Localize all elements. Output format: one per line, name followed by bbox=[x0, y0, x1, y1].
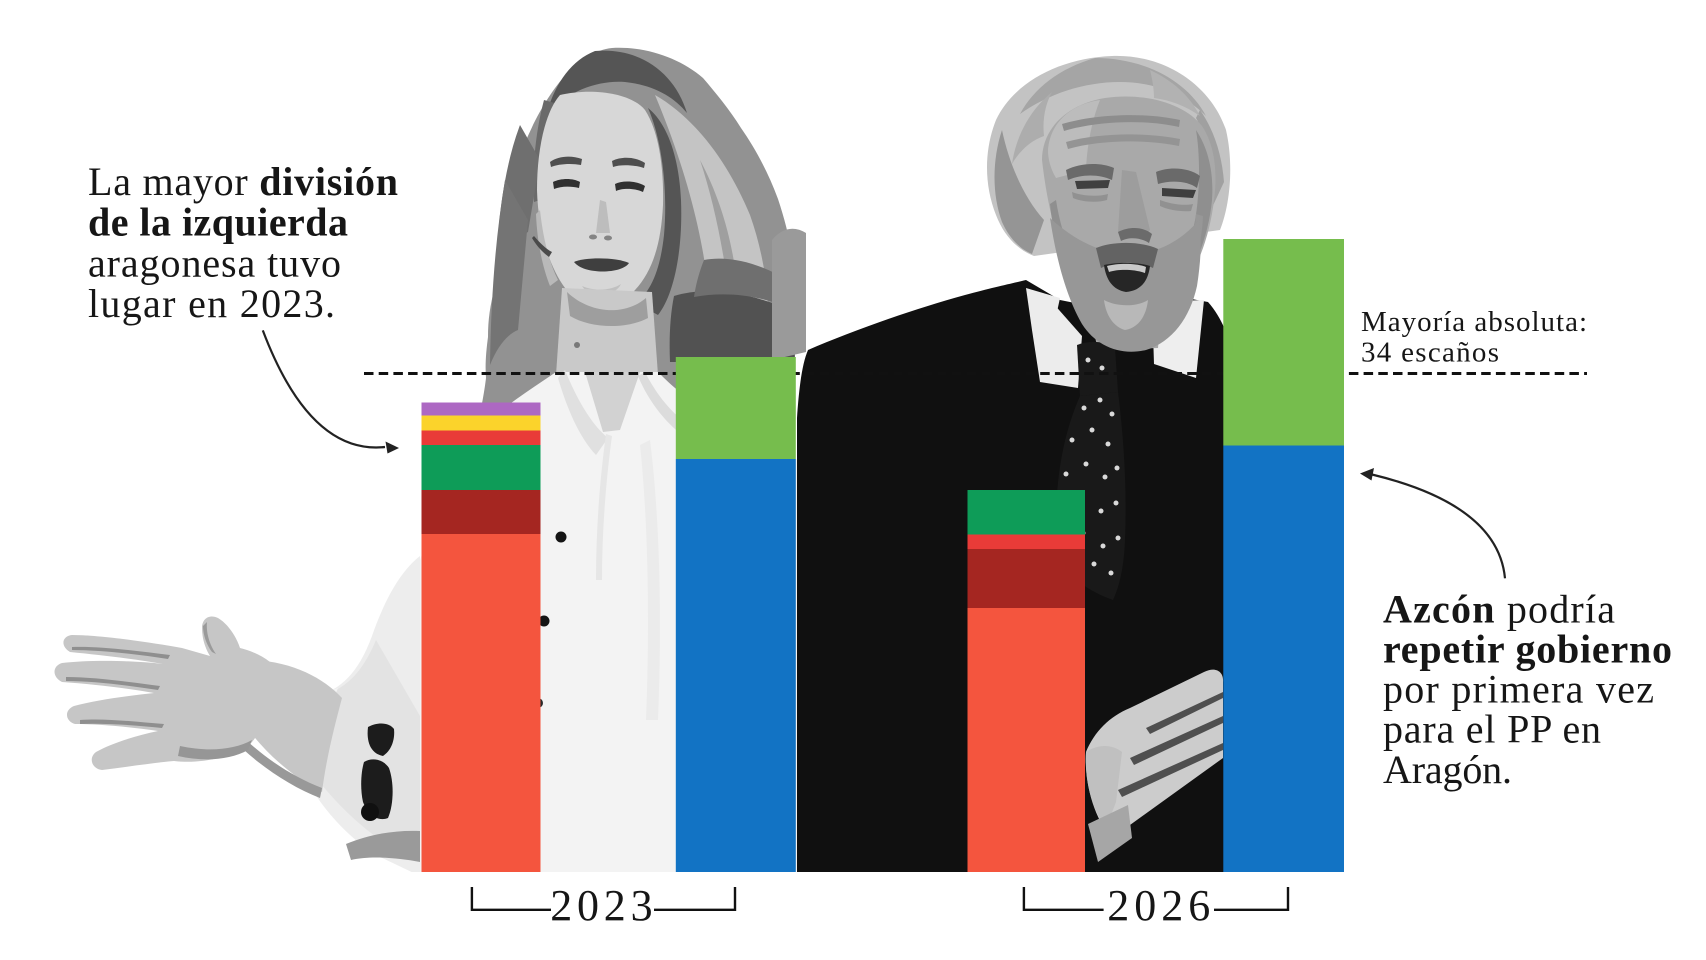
svg-text:por primera vez: por primera vez bbox=[1383, 667, 1654, 712]
svg-text:para el PP en: para el PP en bbox=[1383, 707, 1601, 752]
svg-text:La mayor división: La mayor división bbox=[88, 159, 398, 204]
svg-text:repetir gobierno: repetir gobierno bbox=[1383, 627, 1672, 672]
svg-text:de la izquierda: de la izquierda bbox=[88, 200, 348, 245]
svg-text:Mayoría absoluta:: Mayoría absoluta: bbox=[1361, 306, 1587, 338]
svg-text:Azcón podría: Azcón podría bbox=[1383, 586, 1615, 631]
svg-text:34 escaños: 34 escaños bbox=[1361, 337, 1499, 369]
svg-text:aragonesa tuvo: aragonesa tuvo bbox=[88, 240, 341, 285]
svg-text:Aragón.: Aragón. bbox=[1383, 747, 1512, 792]
svg-text:lugar en 2023.: lugar en 2023. bbox=[88, 281, 335, 326]
